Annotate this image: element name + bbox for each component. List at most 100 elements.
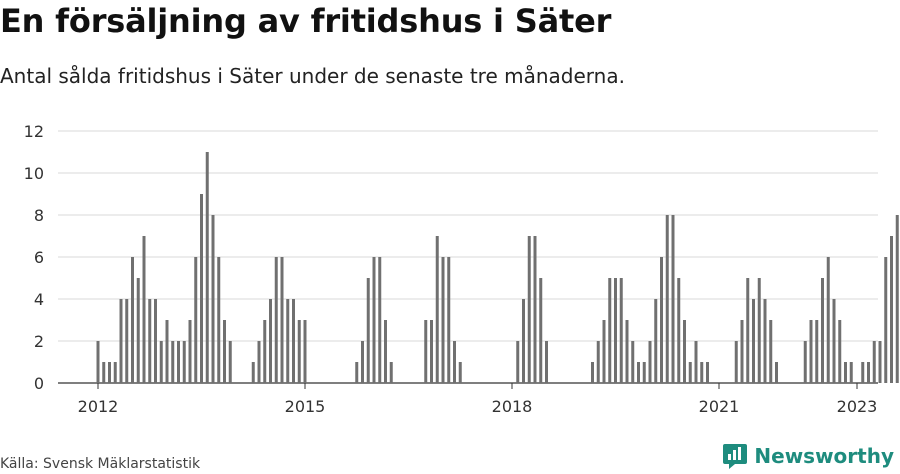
bar: [159, 341, 163, 383]
source-note: Källa: Svensk Mäklarstatistik: [0, 456, 201, 472]
bar: [200, 194, 203, 383]
bar: [890, 236, 893, 383]
y-tick-label: 4: [34, 290, 44, 309]
bar: [389, 362, 393, 383]
bar: [527, 236, 531, 383]
bar: [297, 320, 301, 383]
bar: [194, 257, 198, 383]
bar: [849, 362, 853, 383]
bar: [182, 341, 186, 383]
bar: [706, 362, 709, 383]
x-tick-label: 2012: [78, 397, 119, 416]
bar: [746, 278, 750, 383]
bar: [637, 362, 640, 383]
bar: [217, 257, 221, 383]
bar: [895, 215, 899, 383]
bar: [688, 362, 692, 383]
bar: [372, 257, 376, 383]
bar: [113, 362, 117, 383]
y-tick-label: 0: [34, 374, 44, 393]
bar: [522, 299, 525, 383]
bar: [838, 320, 842, 383]
bar: [821, 278, 824, 383]
bar: [545, 341, 548, 383]
bar: [861, 362, 865, 383]
bar: [844, 362, 847, 383]
bar: [826, 257, 830, 383]
x-tick-label: 2015: [285, 397, 326, 416]
bar: [677, 278, 681, 383]
bar: [424, 320, 428, 383]
bar: [671, 215, 675, 383]
bar: [263, 320, 267, 383]
bar: [125, 299, 129, 383]
bar: [292, 299, 295, 383]
bar: [435, 236, 439, 383]
bar: [734, 341, 738, 383]
bar: [171, 341, 175, 383]
brand-logo: Newsworthy: [722, 442, 894, 470]
bar: [872, 341, 876, 383]
bar: [458, 362, 462, 383]
bar: [608, 278, 612, 383]
bar: [625, 320, 629, 383]
bar: [142, 236, 146, 383]
bar: [815, 320, 819, 383]
bar: [102, 362, 106, 383]
bar: [269, 299, 272, 383]
bar: [96, 341, 100, 383]
bar: [165, 320, 169, 383]
bar: [430, 320, 433, 383]
chart-title: En försäljning av fritidshus i Säter: [0, 2, 612, 40]
bar: [136, 278, 140, 383]
bar: [361, 341, 364, 383]
bar: [694, 341, 698, 383]
newsworthy-logo-icon: [723, 444, 748, 469]
bar: [286, 299, 290, 383]
bar: [131, 257, 134, 383]
x-tick-label: 2021: [699, 397, 740, 416]
bar: [631, 341, 635, 383]
chart-subtitle: Antal sålda fritidshus i Säter under de …: [0, 64, 625, 88]
bar: [257, 341, 261, 383]
y-tick-label: 2: [34, 332, 44, 351]
brand-name: Newsworthy: [754, 444, 894, 468]
bar: [119, 299, 123, 383]
bar: [539, 278, 543, 383]
bar: [752, 299, 755, 383]
bar: [154, 299, 157, 383]
bar: [867, 362, 870, 383]
bar: [769, 320, 773, 383]
bar: [108, 362, 111, 383]
bar: [763, 299, 767, 383]
bar: [803, 341, 807, 383]
bar: [228, 341, 232, 383]
bar: [683, 320, 686, 383]
bar: [177, 341, 180, 383]
bar: [596, 341, 600, 383]
bar: [378, 257, 382, 383]
bar: [602, 320, 606, 383]
bar: [775, 362, 778, 383]
bar: [884, 257, 888, 383]
bar: [700, 362, 704, 383]
bar: [757, 278, 761, 383]
bar: [453, 341, 456, 383]
bar: [648, 341, 652, 383]
bar: [660, 257, 663, 383]
bar: [654, 299, 658, 383]
bar: [516, 341, 520, 383]
y-tick-label: 12: [24, 122, 44, 141]
bar-chart: 024681012201220152018202120231: [24, 122, 899, 416]
x-tick-label: 2023: [837, 397, 878, 416]
bar: [211, 215, 215, 383]
bar: [280, 257, 284, 383]
bar: [441, 257, 445, 383]
x-tick-label: 2018: [492, 397, 533, 416]
bar: [614, 278, 617, 383]
bar: [303, 320, 307, 383]
bar: [533, 236, 537, 383]
bar: [591, 362, 594, 383]
bar: [366, 278, 370, 383]
y-tick-label: 6: [34, 248, 44, 267]
